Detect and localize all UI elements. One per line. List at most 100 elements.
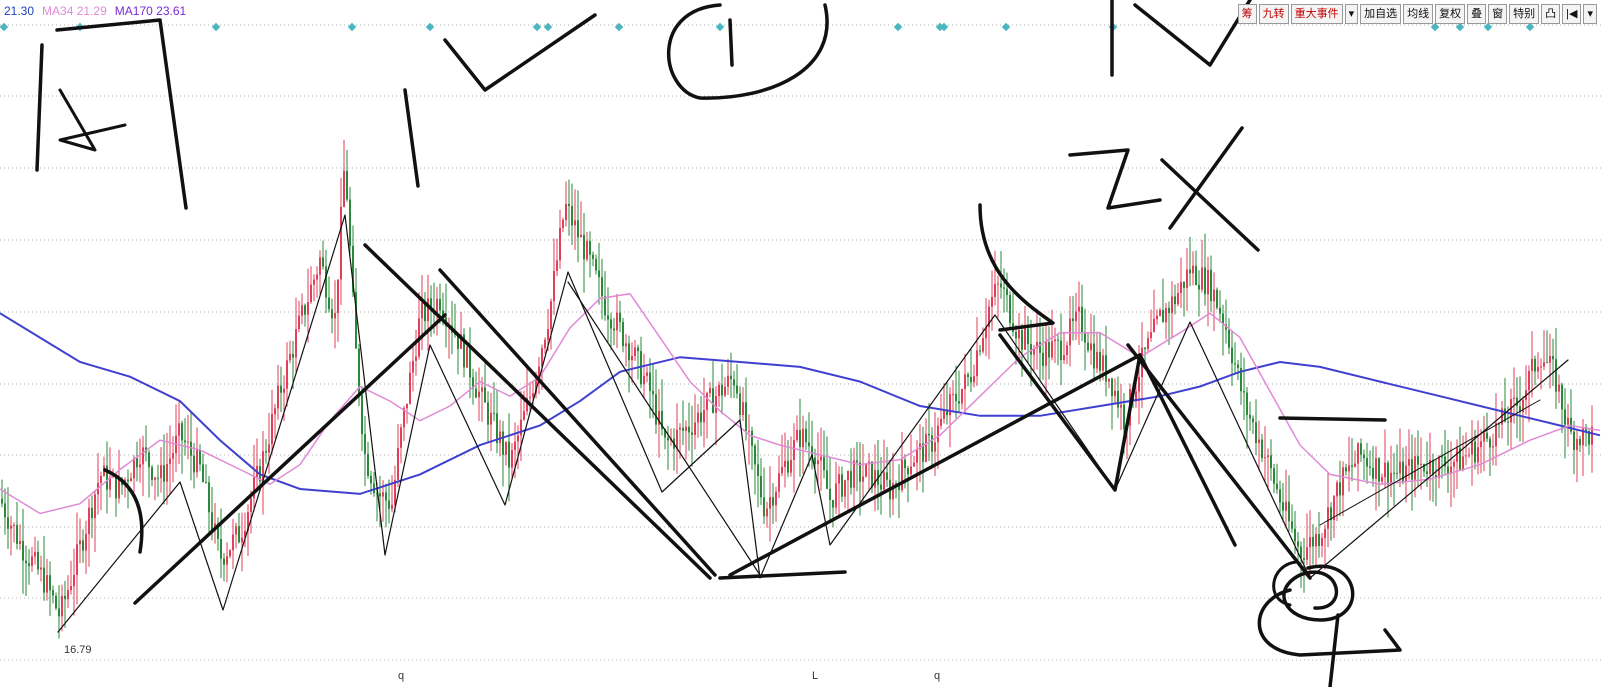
candle-body (586, 240, 588, 260)
candle-body (709, 388, 711, 393)
candle-body (1093, 343, 1095, 369)
candle-body (1375, 458, 1377, 479)
candle-body (832, 499, 834, 508)
candle-body (1111, 378, 1113, 397)
toolbar-button[interactable]: 九转 (1258, 4, 1289, 24)
candle-body (508, 441, 510, 468)
candle-body (352, 245, 354, 293)
candle-body (643, 375, 645, 385)
candle-body (805, 428, 807, 443)
candle-body (1420, 463, 1422, 465)
candle-body (1360, 443, 1362, 455)
candle-body (430, 298, 432, 310)
candle-body (1084, 332, 1086, 343)
candle-body (319, 257, 321, 275)
candle-body (298, 315, 300, 330)
hand-drawn-stroke (443, 13, 597, 92)
toolbar-button[interactable]: 叠 (1467, 4, 1487, 24)
toolbar-button[interactable]: 特别 (1509, 4, 1540, 24)
bottom-marker: q (934, 670, 941, 682)
candle-body (1504, 408, 1506, 422)
candle-body (403, 408, 405, 428)
toolbar-button[interactable]: 窗 (1488, 4, 1508, 24)
candle-body (1333, 496, 1335, 521)
candle-body (820, 456, 822, 461)
candle-body (1315, 533, 1317, 547)
candle-body (1567, 417, 1569, 425)
candle-body (343, 170, 345, 207)
candle-body (1228, 329, 1230, 348)
candle-body (1579, 438, 1581, 446)
candle-body (1000, 283, 1002, 288)
candle-body (238, 526, 240, 543)
candle-body (1006, 288, 1008, 295)
candle-body (235, 526, 237, 535)
candle-body (1219, 307, 1221, 314)
candle-body (1102, 355, 1104, 371)
candle-body (592, 254, 594, 259)
candle-body (1510, 399, 1512, 423)
candle-body (1339, 482, 1341, 496)
candle-body (382, 492, 384, 497)
toolbar-button[interactable]: 筹 (1237, 4, 1257, 24)
candle-body (1537, 366, 1539, 372)
candle-body (1162, 309, 1164, 323)
candle-body (1324, 528, 1326, 539)
candle-body (559, 227, 561, 261)
candle-body (1456, 447, 1458, 462)
toolbar-button[interactable]: 凸 (1541, 4, 1561, 24)
candle-body (607, 315, 609, 320)
candle-body (1561, 384, 1563, 410)
candle-body (265, 451, 267, 453)
candle-body (1066, 345, 1068, 356)
toolbar-button[interactable]: ▾ (1583, 4, 1597, 24)
candle-body (4, 503, 6, 518)
candle-body (178, 423, 180, 436)
candle-body (1042, 352, 1044, 366)
candle-body (715, 396, 717, 413)
candle-body (1441, 456, 1443, 458)
candle-body (694, 422, 696, 435)
candle-body (1039, 342, 1041, 353)
candle-body (1123, 404, 1125, 430)
candle-body (490, 412, 492, 425)
candle-body (1087, 342, 1089, 351)
candle-body (1366, 458, 1368, 467)
candle-body (277, 385, 279, 409)
toolbar-button[interactable]: 加自选 (1360, 4, 1402, 24)
candle-body (1018, 330, 1020, 339)
hand-drawn-stroke (403, 88, 420, 188)
candle-body (193, 455, 195, 473)
low-price-label: 16.79 (64, 644, 92, 656)
candle-body (1168, 307, 1170, 314)
candle-body (628, 343, 630, 361)
candle-body (826, 470, 828, 489)
candle-body (841, 474, 843, 497)
candle-body (763, 497, 765, 517)
candle-body (1255, 422, 1257, 444)
toolbar-button[interactable]: 均线 (1403, 4, 1434, 24)
candle-body (391, 504, 393, 509)
event-marker (532, 22, 542, 32)
candle-body (88, 507, 90, 535)
candle-body (1258, 439, 1260, 444)
candle-body (892, 483, 894, 500)
candle-body (511, 450, 513, 468)
candle-body (487, 402, 489, 425)
candle-body (22, 540, 24, 561)
candle-body (196, 449, 198, 473)
candle-body (502, 431, 504, 455)
toolbar-button[interactable]: |◀ (1562, 4, 1582, 24)
candle-body (1267, 455, 1269, 458)
hand-drawn-stroke (35, 18, 188, 210)
toolbar-button[interactable]: 复权 (1435, 4, 1466, 24)
toolbar-button[interactable]: ▾ (1344, 4, 1359, 24)
candle-body (541, 348, 543, 367)
candle-body (211, 512, 213, 531)
toolbar-button[interactable]: 重大事件 (1290, 4, 1343, 24)
candle-body (94, 494, 96, 519)
candle-body (652, 391, 654, 395)
candle-body (766, 508, 768, 517)
candle-body (517, 435, 519, 442)
